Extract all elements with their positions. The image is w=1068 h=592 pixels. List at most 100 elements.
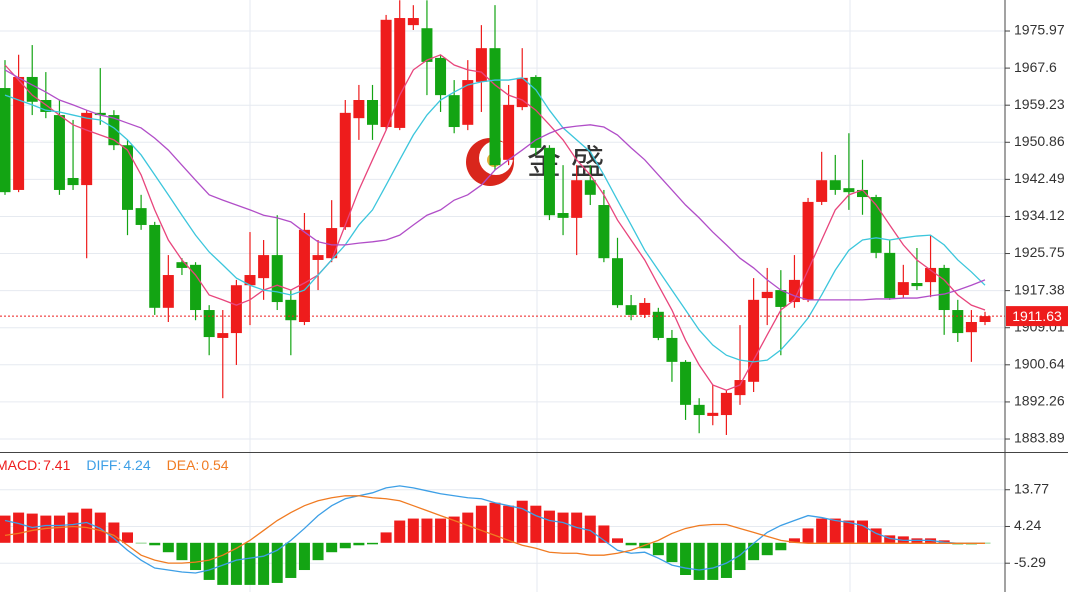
- macd-bar: [122, 532, 133, 543]
- macd-bar: [326, 542, 338, 553]
- macd-bar: [380, 532, 392, 543]
- macd-bar: [94, 512, 106, 543]
- macd-bar: [748, 542, 760, 561]
- macd-bar: [870, 528, 882, 543]
- macd-bar: [897, 536, 909, 543]
- legend-value: 7.41: [43, 457, 70, 473]
- ma-line: [4, 77, 986, 363]
- macd-bar: [857, 520, 868, 543]
- candle-body: [720, 392, 732, 416]
- y-tick-label: 1942.49: [1014, 170, 1065, 186]
- macd-bar: [0, 515, 11, 543]
- candle-body: [639, 302, 651, 315]
- macd-bar: [489, 502, 501, 543]
- macd-bar: [67, 512, 79, 543]
- macd-bar: [149, 542, 161, 546]
- macd-bar: [720, 542, 732, 578]
- macd-bar: [734, 542, 746, 571]
- candle-body: [557, 212, 569, 218]
- macd-bar: [802, 528, 814, 543]
- macd-bar: [81, 508, 93, 543]
- macd-bar: [353, 542, 365, 546]
- macd-bar: [598, 525, 610, 543]
- candle-body: [530, 76, 542, 148]
- macd-bar: [530, 505, 542, 543]
- candle-body: [122, 145, 133, 210]
- candle-body: [829, 180, 841, 190]
- macd-bar: [26, 513, 38, 543]
- macd-bar: [938, 540, 950, 543]
- macd-bar: [693, 542, 705, 580]
- macd-bar: [394, 520, 406, 543]
- macd-bar: [448, 516, 460, 543]
- macd-bar: [367, 542, 378, 545]
- candle-body: [503, 104, 515, 160]
- macd-line: [4, 485, 985, 574]
- y-tick-label: 13.77: [1014, 480, 1049, 496]
- candle-body: [843, 188, 855, 193]
- candle-body: [298, 229, 310, 322]
- macd-bar: [503, 505, 515, 543]
- candle-body: [448, 95, 460, 128]
- candle-body: [312, 255, 324, 260]
- macd-bar: [258, 542, 270, 585]
- candle-body: [203, 310, 215, 338]
- macd-bar: [421, 518, 433, 543]
- ma-line: [4, 69, 986, 301]
- candle-body: [190, 264, 202, 311]
- watermark-text: 金 盛: [527, 144, 604, 182]
- candle-body: [666, 337, 678, 362]
- ma-line: [4, 54, 986, 391]
- macd-bar: [680, 542, 692, 576]
- candle-body: [67, 177, 79, 186]
- legend-value: 4.24: [123, 457, 150, 473]
- macd-bar: [652, 542, 664, 556]
- macd-bar: [884, 535, 896, 543]
- macd-bar: [843, 520, 855, 543]
- candle-body: [176, 262, 188, 268]
- y-tick-label: 1950.86: [1014, 133, 1065, 149]
- candle-body: [680, 361, 692, 405]
- macd-bar: [339, 542, 351, 549]
- macd-bar: [285, 542, 297, 578]
- candle-body: [339, 112, 351, 228]
- candle-body: [802, 201, 814, 300]
- macd-bar: [788, 538, 800, 543]
- candle-body: [149, 224, 161, 308]
- y-tick-label: 1975.97: [1014, 22, 1065, 38]
- candle-body: [40, 100, 52, 112]
- macd-bar: [108, 522, 120, 543]
- candle-body: [53, 115, 65, 190]
- candle-body: [884, 252, 896, 299]
- macd-bar: [217, 542, 229, 585]
- candle-body: [108, 115, 120, 146]
- marks-layer: [0, 0, 1005, 585]
- y-tick-label: 1883.89: [1014, 430, 1065, 446]
- candle-body: [217, 333, 229, 338]
- macd-bar: [271, 542, 283, 583]
- macd-bar: [557, 512, 569, 543]
- candle-body: [407, 18, 419, 26]
- candle-body: [612, 258, 623, 306]
- candle-body: [693, 404, 705, 416]
- macd-bar: [707, 542, 719, 580]
- macd-bar: [761, 542, 773, 556]
- y-tick-label: 1892.26: [1014, 393, 1065, 409]
- candle-body: [475, 48, 487, 82]
- candle-body: [285, 299, 297, 321]
- candle-body: [244, 275, 256, 286]
- last-price-box: [1006, 306, 1068, 327]
- candle-body: [652, 311, 664, 338]
- candle-body: [421, 28, 433, 62]
- macd-bar: [230, 542, 242, 585]
- y-tick-label: 1917.38: [1014, 281, 1065, 297]
- y-tick-label: 1900.64: [1014, 356, 1065, 372]
- candle-body: [584, 180, 596, 195]
- last-price-label: 1911.63: [1012, 308, 1062, 324]
- legend-value: 0.54: [201, 457, 228, 473]
- candle-body: [516, 77, 528, 108]
- macd-bar: [475, 505, 487, 543]
